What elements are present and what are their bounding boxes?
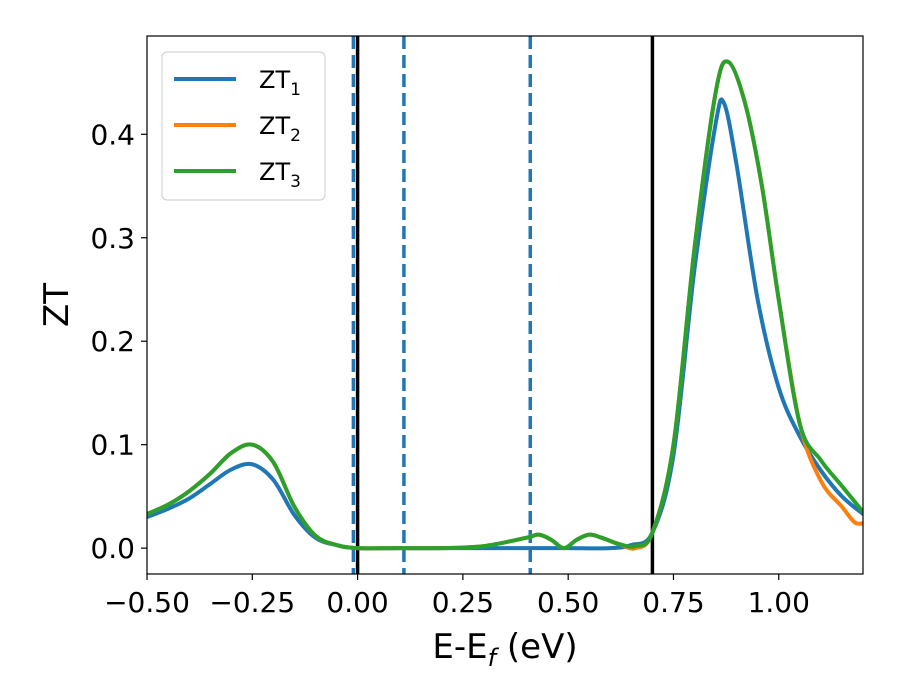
x-tick-label: 0.50 bbox=[537, 586, 599, 619]
x-tick-label: 0.75 bbox=[642, 586, 704, 619]
x-tick-label: −0.50 bbox=[104, 586, 190, 619]
x-tick-label: 0.00 bbox=[326, 586, 388, 619]
x-axis-label: E-Ef (eV) bbox=[432, 627, 577, 672]
y-axis-label: ZT bbox=[37, 283, 77, 327]
x-axis-label-unit: (eV) bbox=[496, 627, 578, 667]
y-tick-label: 0.2 bbox=[90, 325, 135, 358]
x-axis-ticks: −0.50 −0.25 0.00 0.25 0.50 0.75 1.00 bbox=[104, 574, 810, 619]
x-tick-label: −0.25 bbox=[209, 586, 295, 619]
legend-box bbox=[161, 51, 326, 201]
y-tick-label: 0.0 bbox=[90, 532, 135, 565]
series-layer bbox=[147, 59, 863, 551]
x-tick-label: 1.00 bbox=[748, 586, 810, 619]
plot-frame bbox=[146, 35, 864, 575]
y-tick-label: 0.1 bbox=[90, 429, 135, 462]
x-tick-label: 0.25 bbox=[432, 586, 494, 619]
y-tick-label: 0.3 bbox=[90, 222, 135, 255]
legend-label-zt1: ZT1 bbox=[259, 66, 301, 100]
legend-label-zt3: ZT3 bbox=[259, 158, 301, 192]
legend: ZT1 ZT2 ZT3 bbox=[161, 51, 326, 201]
series-line-zt3 bbox=[147, 59, 863, 551]
y-tick-label: 0.4 bbox=[90, 118, 135, 151]
vertical-markers bbox=[351, 36, 655, 574]
legend-label-zt2: ZT2 bbox=[259, 112, 301, 146]
y-axis-ticks: 0.0 0.1 0.2 0.3 0.4 bbox=[90, 118, 147, 565]
series-line-zt1 bbox=[147, 97, 863, 551]
